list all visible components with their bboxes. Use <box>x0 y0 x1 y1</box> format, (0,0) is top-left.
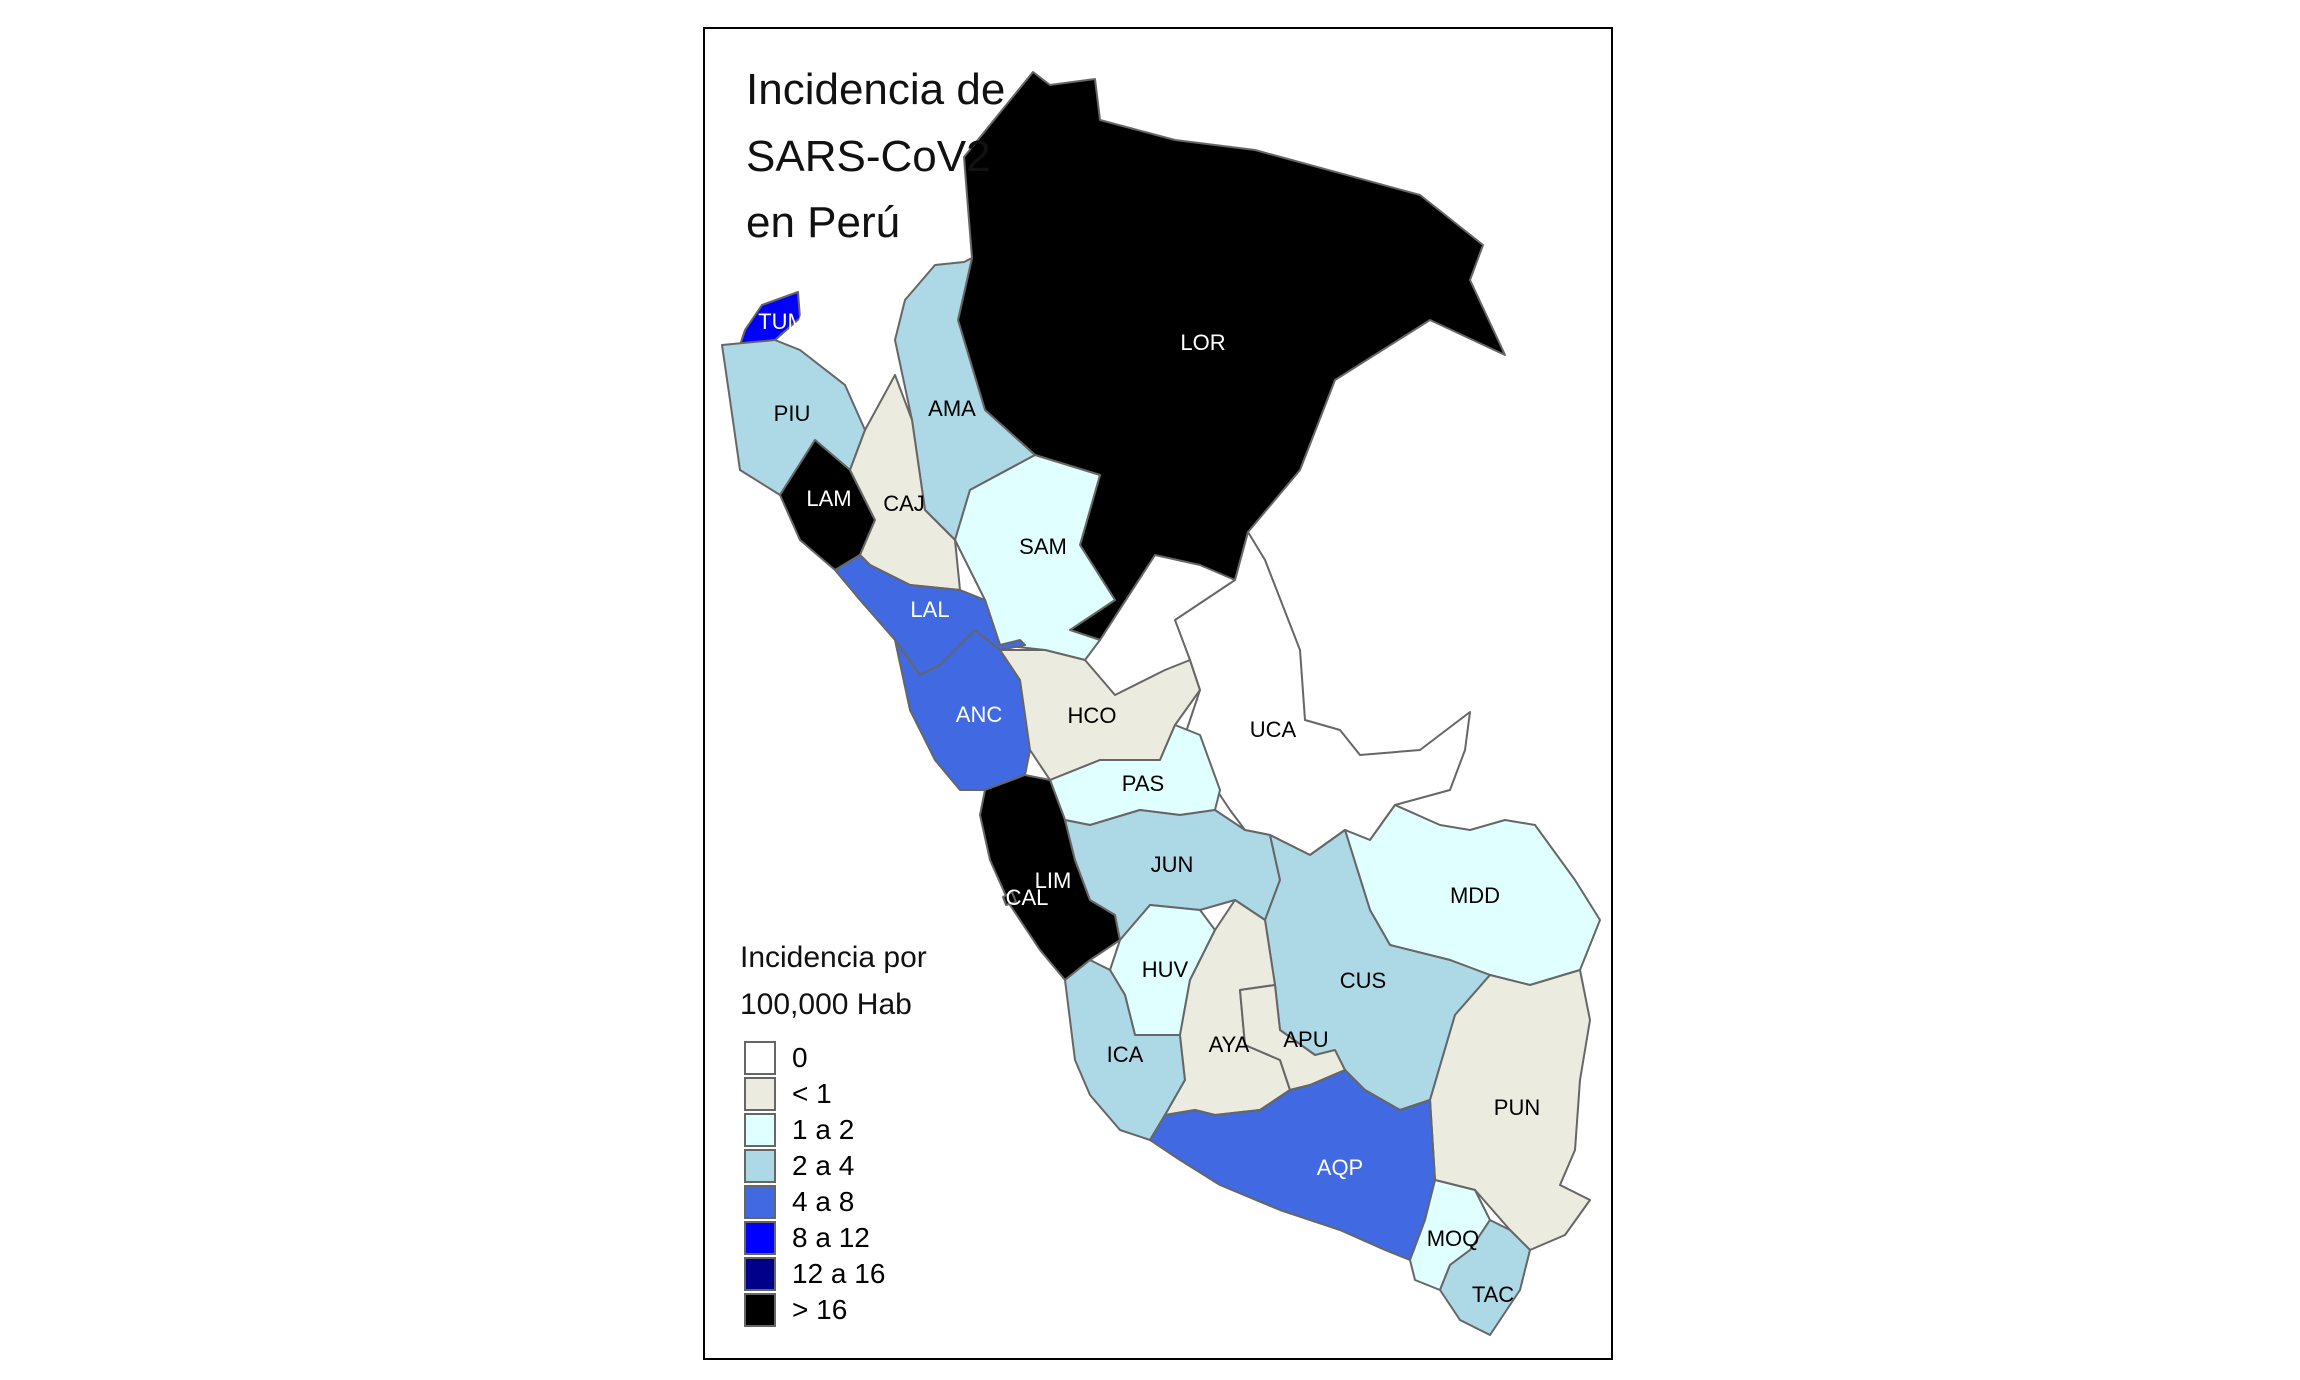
legend-item: 2 a 4 <box>744 1148 854 1184</box>
legend-label: 8 a 12 <box>792 1222 870 1253</box>
legend-item: > 16 <box>744 1292 847 1328</box>
map-title-line-3: en Perú <box>746 198 901 247</box>
legend-label: 2 a 4 <box>792 1150 855 1181</box>
region-AQP[interactable] <box>1149 1069 1436 1261</box>
legend-label: < 1 <box>792 1078 832 1109</box>
label-MOQ: MOQ <box>1427 1226 1480 1251</box>
label-AMA: AMA <box>928 396 976 421</box>
label-ANC: ANC <box>956 702 1003 727</box>
label-CAL: CAL <box>1006 885 1049 910</box>
legend-swatch <box>744 1041 776 1075</box>
legend-swatch <box>744 1221 776 1255</box>
label-LOR: LOR <box>1180 330 1225 355</box>
legend-label: 4 a 8 <box>792 1186 855 1217</box>
label-CUS: CUS <box>1340 968 1386 993</box>
label-PIU: PIU <box>774 401 811 426</box>
label-AYA: AYA <box>1209 1032 1250 1057</box>
label-TAC: TAC <box>1472 1282 1514 1307</box>
legend-swatch <box>744 1113 776 1147</box>
label-PAS: PAS <box>1122 771 1164 796</box>
label-UCA: UCA <box>1250 717 1297 742</box>
label-AQP: AQP <box>1317 1155 1363 1180</box>
region-TAC[interactable] <box>1439 1219 1531 1336</box>
legend-swatch <box>744 1149 776 1183</box>
label-LIM: LIM <box>1035 868 1072 893</box>
label-HUV: HUV <box>1142 957 1189 982</box>
legend-item: 4 a 8 <box>744 1184 854 1220</box>
legend-label: 0 <box>792 1042 808 1073</box>
legend-item: < 1 <box>744 1076 832 1112</box>
legend-item: 0 <box>744 1040 808 1076</box>
legend-swatch <box>744 1257 776 1291</box>
label-SAM: SAM <box>1019 534 1067 559</box>
region-UCA[interactable] <box>1174 531 1471 856</box>
legend-label: 12 a 16 <box>792 1258 886 1289</box>
label-JUN: JUN <box>1151 852 1194 877</box>
label-LAM: LAM <box>806 486 851 511</box>
legend-title-line-2: 100,000 Hab <box>740 988 912 1021</box>
legend-swatch <box>744 1185 776 1219</box>
label-CAJ: CAJ <box>883 491 925 516</box>
label-HCO: HCO <box>1068 703 1117 728</box>
region-CAJ[interactable] <box>849 374 961 591</box>
map-title-line-2: SARS-CoV2 <box>746 132 991 181</box>
label-PUN: PUN <box>1494 1095 1540 1120</box>
label-ICA: ICA <box>1107 1042 1144 1067</box>
legend-item: 1 a 2 <box>744 1112 854 1148</box>
label-APU: APU <box>1283 1027 1328 1052</box>
region-CAL[interactable] <box>1002 891 1017 906</box>
legend-item: 12 a 16 <box>744 1256 885 1292</box>
map-title-line-1: Incidencia de <box>746 65 1006 114</box>
legend-label: > 16 <box>792 1294 848 1325</box>
label-MDD: MDD <box>1450 883 1500 908</box>
label-TUM: TUM <box>758 309 806 334</box>
legend-swatch <box>744 1293 776 1327</box>
legend-title-line-1: Incidencia por <box>740 941 927 974</box>
label-LAL: LAL <box>910 597 949 622</box>
legend-label: 1 a 2 <box>792 1114 855 1145</box>
region-HCO[interactable] <box>999 649 1201 781</box>
legend-item: 8 a 12 <box>744 1220 870 1256</box>
legend-swatch <box>744 1077 776 1111</box>
